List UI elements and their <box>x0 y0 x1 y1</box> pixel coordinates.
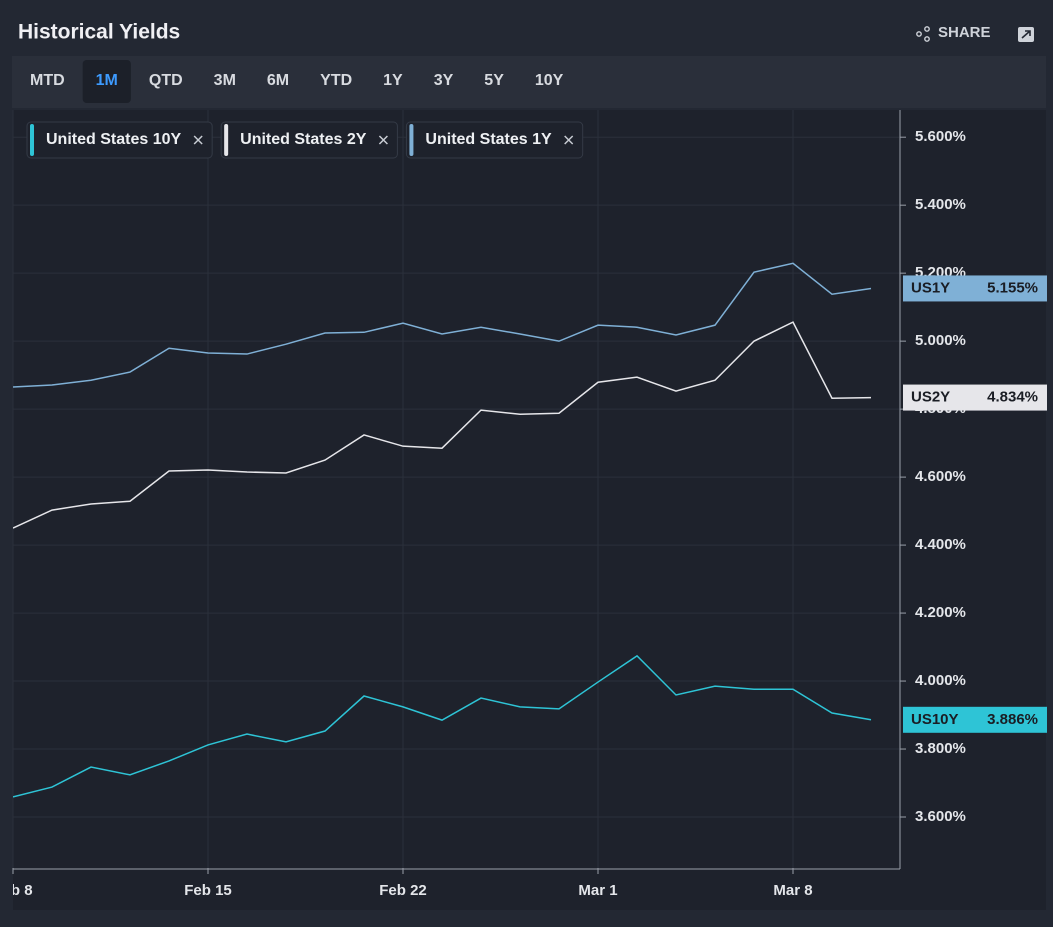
y-tick-label: 4.400% <box>915 536 966 553</box>
legend-remove[interactable] <box>564 135 574 145</box>
share-label: SHARE <box>938 24 991 41</box>
legend-remove[interactable] <box>193 135 203 145</box>
remove-icon <box>378 135 388 145</box>
tab-label: MTD <box>30 72 65 89</box>
legend-label: United States 2Y <box>240 131 367 148</box>
end-tag-name: US2Y <box>911 389 950 406</box>
legend-label: United States 10Y <box>46 131 181 148</box>
remove-icon <box>564 135 574 145</box>
legend-item: United States 1Y <box>405 121 584 159</box>
legend-swatch <box>224 124 229 156</box>
tab[interactable]: QTD <box>149 72 183 89</box>
end-tags: US10Y 3.886% US2Y 4.834% US1Y 5.155% <box>903 275 1047 733</box>
share-icon <box>924 26 930 32</box>
y-tick-label: 3.800% <box>915 740 966 757</box>
tab-label: 10Y <box>535 72 564 89</box>
series-line <box>13 654 872 798</box>
plot-background <box>13 110 1046 910</box>
expand-arrow <box>1021 30 1031 39</box>
series-line <box>13 262 872 388</box>
x-tick-label: Mar 8 <box>773 882 812 899</box>
tab-label: 3Y <box>434 72 454 89</box>
end-tag-value: 4.834% <box>987 389 1038 406</box>
legend: United States 10Y United States 2Y United … <box>26 121 584 159</box>
x-tick-label: Feb 22 <box>379 882 427 899</box>
y-tick-label: 4.600% <box>915 468 966 485</box>
legend-label: United States 1Y <box>425 131 552 148</box>
legend-swatch <box>30 124 34 156</box>
legend-chip <box>405 121 584 159</box>
y-tick-label: 5.000% <box>915 332 966 349</box>
y-tick-label: 3.600% <box>915 808 966 825</box>
end-tag-name: US10Y <box>911 711 959 728</box>
tab-label: YTD <box>320 72 352 89</box>
end-tag-bg <box>903 384 1047 411</box>
x-tick-label: Mar 1 <box>578 882 617 899</box>
title: Historical Yields <box>18 21 180 44</box>
tab-label: 3M <box>214 72 236 89</box>
tab[interactable]: YTD <box>320 72 352 89</box>
legend-chip <box>220 121 398 159</box>
share-button[interactable]: SHARE <box>916 24 991 42</box>
legend-chip <box>26 121 213 159</box>
tab-label: 6M <box>267 72 289 89</box>
tab-active-bg <box>82 60 131 103</box>
end-tag-name: US1Y <box>911 279 950 296</box>
tab-bar <box>12 56 1046 108</box>
tab-label: 5Y <box>484 72 504 89</box>
x-tick-label: Feb 8 <box>0 882 33 899</box>
legend-swatch <box>409 124 414 156</box>
tab[interactable]: 1Y <box>383 72 403 89</box>
tab[interactable]: 10Y <box>535 72 564 89</box>
tab[interactable]: 3M <box>214 72 236 89</box>
x-tick-label: Feb 15 <box>184 882 232 899</box>
end-tag-bg <box>903 275 1047 302</box>
lines: Feb 8 Feb 15 Feb 22 Mar 1 Mar 8 <box>0 262 872 899</box>
tab[interactable]: MTD <box>30 72 65 89</box>
y-tick-label: 4.000% <box>915 672 966 689</box>
share-icon <box>924 36 930 42</box>
tab[interactable]: 1M <box>82 60 131 103</box>
tabs: MTD 1M QTD 3M 6M YTD 1Y 3Y 5Y 10Y <box>30 60 564 103</box>
tab-label: 1M <box>96 72 118 89</box>
legend-item: United States 10Y <box>26 121 213 159</box>
remove-icon <box>193 135 203 145</box>
tab[interactable]: 5Y <box>484 72 504 89</box>
y-tick-label: 5.400% <box>915 196 966 213</box>
series-line <box>13 321 872 529</box>
y-tick-label: 5.600% <box>915 128 966 145</box>
legend-item: United States 2Y <box>220 121 398 159</box>
tab[interactable]: 3Y <box>434 72 454 89</box>
share-icon <box>916 31 922 37</box>
end-tag-value: 3.886% <box>987 711 1038 728</box>
grid: 3.600%3.800%4.000%4.200%4.400%4.600%4.80… <box>12 110 966 874</box>
tab[interactable]: 6M <box>267 72 289 89</box>
end-tag-value: 5.155% <box>987 279 1038 296</box>
expand-button[interactable] <box>1018 27 1034 42</box>
end-tag-bg <box>903 706 1047 733</box>
legend-remove[interactable] <box>378 135 388 145</box>
tab-label: 1Y <box>383 72 403 89</box>
tab-label: QTD <box>149 72 183 89</box>
y-tick-label: 4.200% <box>915 604 966 621</box>
